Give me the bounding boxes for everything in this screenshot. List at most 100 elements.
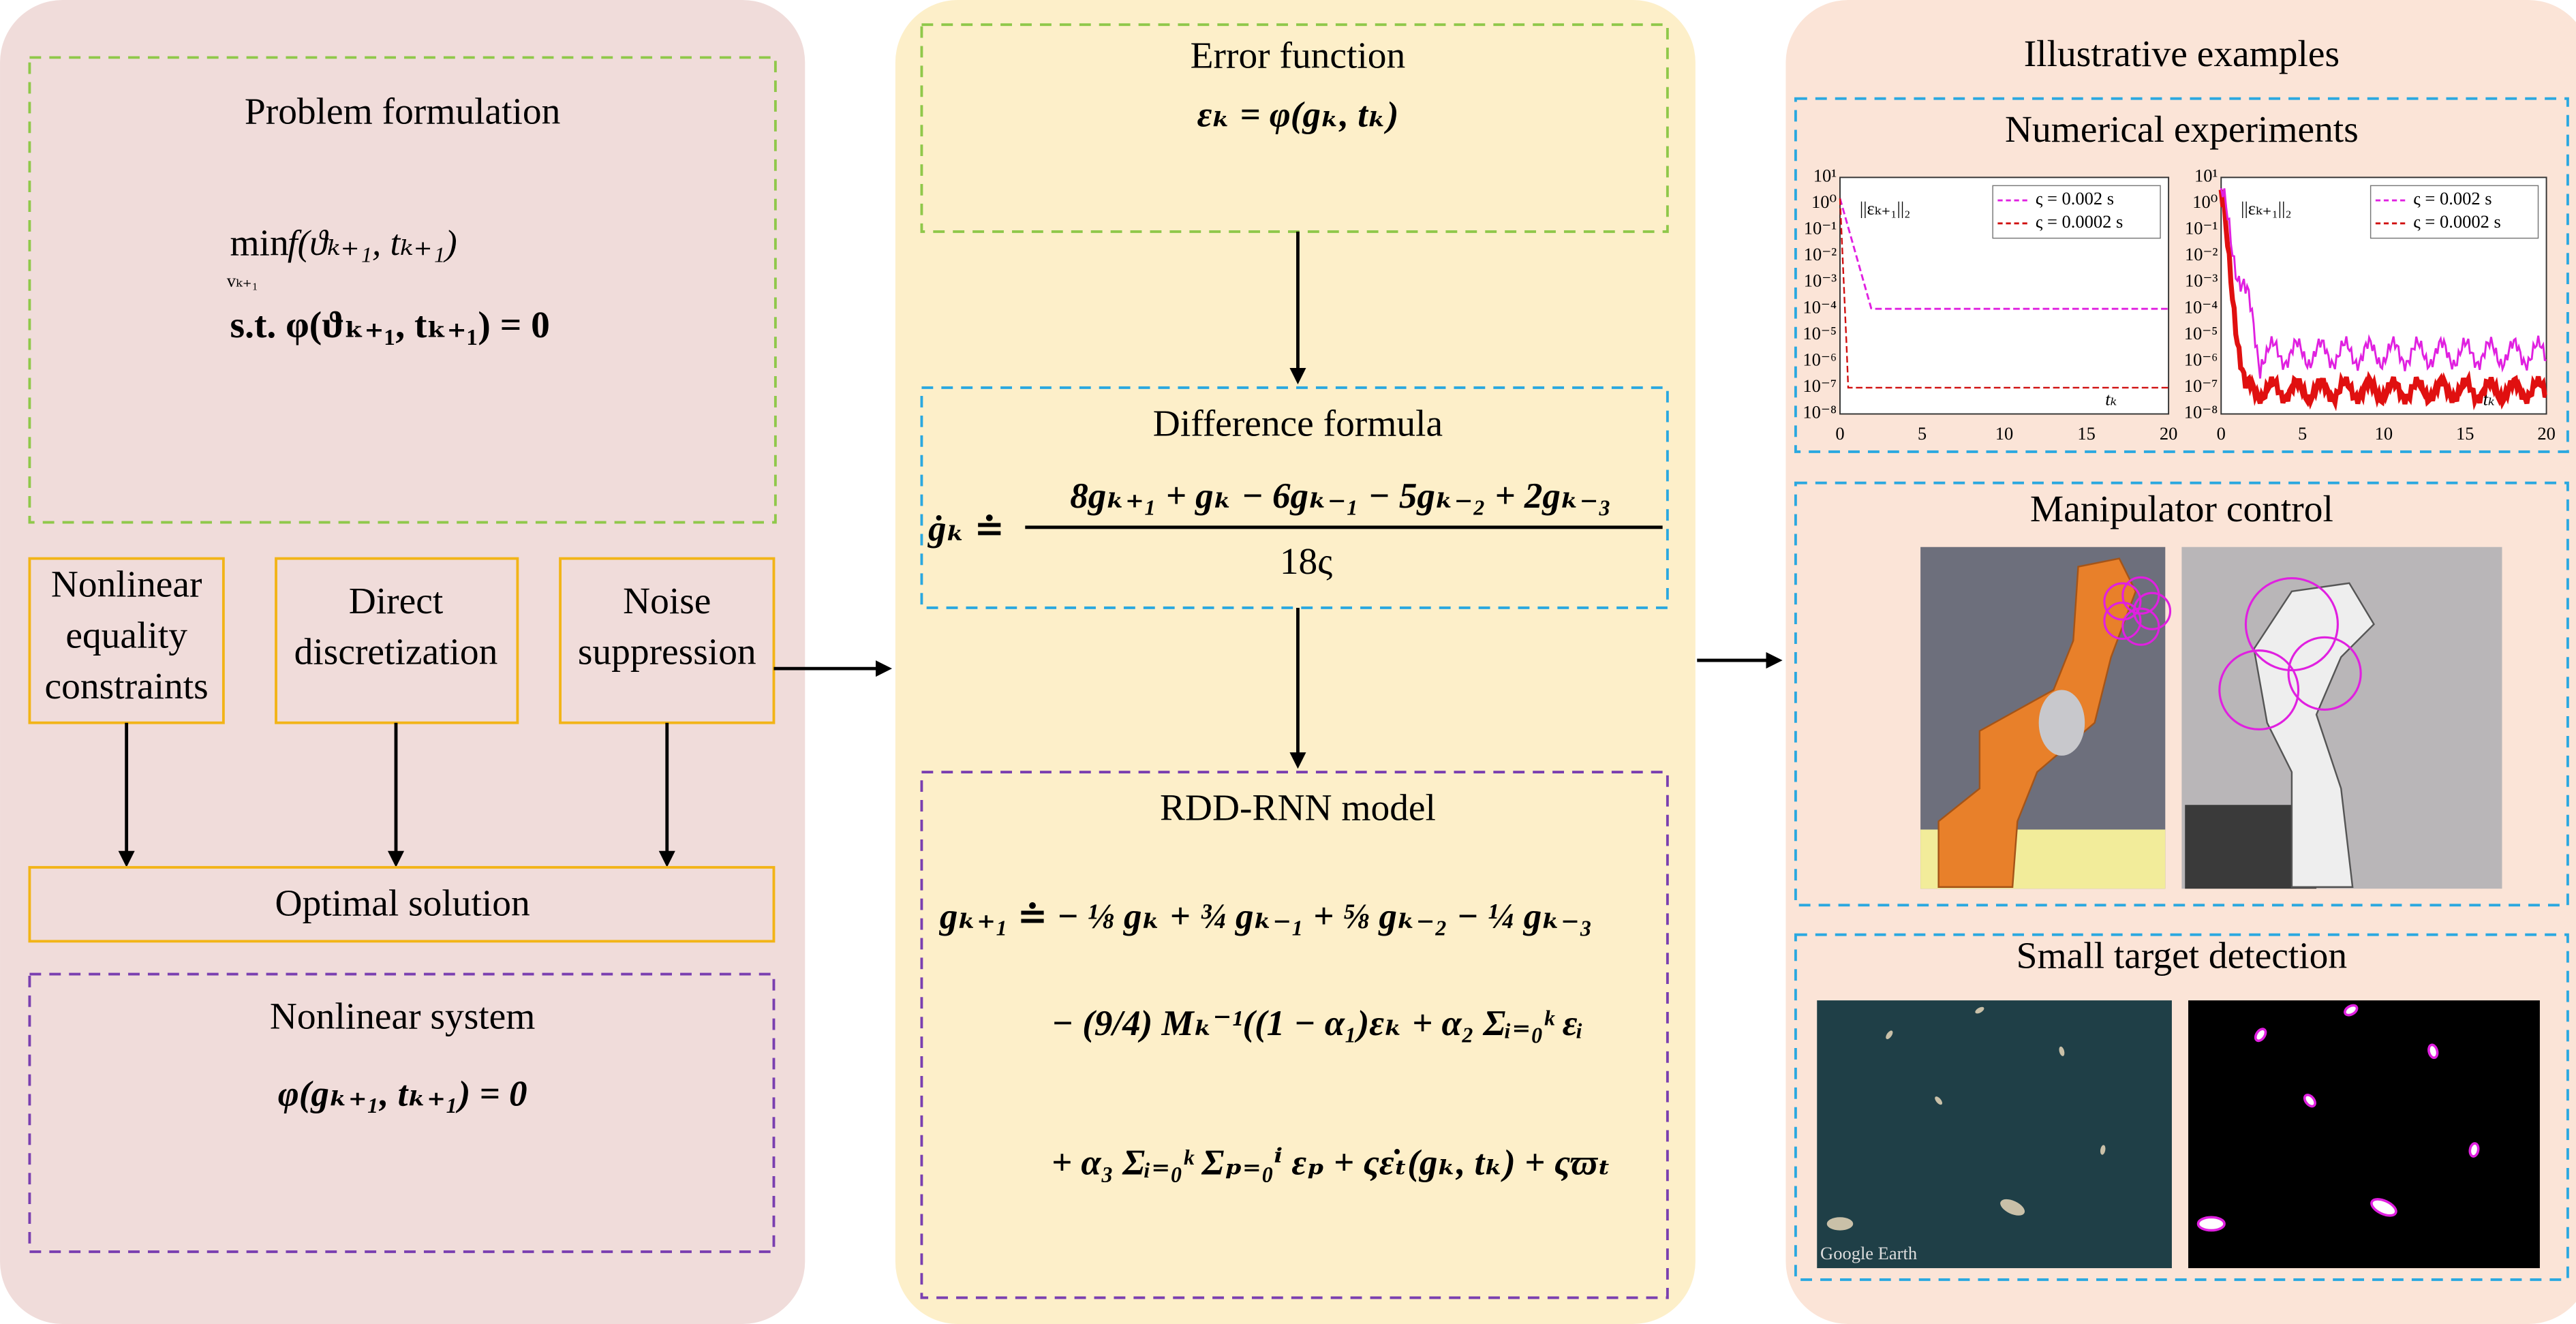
y-tick-label: 10⁻⁵ [1803,323,1837,343]
robot-arm [1937,557,2137,888]
y-tick-label: 10⁻⁸ [2184,402,2218,422]
manipulator-box [1794,481,2569,907]
ship [2000,1199,2025,1216]
ship [1826,1217,1854,1231]
robot-joint [2038,690,2085,756]
x-axis-label: tₖ [2105,388,2117,409]
trajectory [2244,576,2339,672]
y-tick-label: 10⁻⁶ [2184,349,2218,369]
trajectory [2103,582,2142,621]
formula: 18ς [1280,540,1332,582]
trajectory [2121,607,2160,646]
formula: ġₖ ≐ [927,509,1005,549]
optimal-box [28,865,776,943]
y-tick-label: 10⁻³ [2185,271,2218,291]
label: Noise [623,580,711,621]
x-tick-label: 15 [2456,423,2474,444]
formula: − (9/4) Mₖ⁻¹((1 − α₁)εₖ + α₂ Σᵢ₌₀ᵏ εᵢ [1052,1004,1584,1043]
legend-label: ς = 0.0002 s [2036,211,2123,232]
error-box [920,23,1669,233]
numerical-box [1794,97,2569,453]
label: Numerical experiments [2005,108,2359,150]
trajectory [2287,636,2362,711]
y-tick-label: 10⁰ [2192,191,2218,212]
y-tick-label: 10¹ [2194,165,2218,185]
label: discretization [294,631,498,673]
label: suppression [578,631,756,673]
formula: s.t. φ(ϑₖ₊₁, tₖ₊₁) = 0 [230,304,550,345]
left-panel [0,0,806,1324]
ship [1975,1006,1984,1014]
y-tick-label: 10⁻⁷ [1803,375,1837,396]
formula: gₖ₊₁ ≐ − ⅛ gₖ + ¾ gₖ₋₁ + ⅝ gₖ₋₂ − ¼ gₖ₋₃ [939,897,1593,936]
difference-box [920,386,1669,609]
detection [2196,1216,2226,1232]
label: Manipulator control [2030,488,2333,529]
x-tick-label: 5 [1918,423,1927,444]
y-tick-label: 10⁻⁵ [2184,323,2218,343]
x-tick-label: 20 [2160,423,2178,444]
ship [2059,1046,2065,1056]
detection [2254,1028,2267,1043]
curve-fine [1839,198,2169,389]
formula: 8gₖ₊₁ + gₖ − 6gₖ₋₁ − 5gₖ₋₂ + 2gₖ₋₃ [1070,476,1611,516]
x-tick-label: 20 [2537,423,2556,444]
formula: f(ϑₖ₊₁, tₖ₊₁) [288,224,457,263]
x-tick-label: 5 [2298,423,2307,444]
x-axis-label: tₖ [2483,388,2495,409]
y-tick-label: 10⁻² [2185,244,2218,264]
legend-box [2370,185,2539,239]
model-box [920,771,1669,1299]
y-tick-label: 10⁻¹ [2185,218,2218,238]
label: Nonlinear [51,564,202,605]
ship [1935,1096,1943,1105]
problem-box [28,56,777,524]
formula: vₖ₊₁ [227,271,258,291]
ship [1886,1030,1893,1039]
y-tick-label: 10⁻⁸ [1803,402,1837,422]
y-tick-label: 10⁻¹ [1804,218,1837,238]
y-tick-label: 10⁻³ [1804,271,1837,291]
detection-box [1794,933,2569,1281]
y-tick-label: 10⁻⁶ [1803,349,1837,369]
x-tick-label: 0 [1835,423,1844,444]
label: Direct [349,580,444,621]
y-tick-label: 10⁻⁴ [1803,296,1837,317]
y-tick-label: 10¹ [1813,165,1837,185]
label: Difference formula [1153,402,1443,444]
label: Illustrative examples [2024,33,2340,74]
trajectory [2218,649,2300,730]
y-axis-label: ||εₖ₊₁||₂ [2241,198,2291,219]
legend-label: ς = 0.002 s [2036,188,2114,209]
formula: φ(gₖ₊₁, tₖ₊₁) = 0 [278,1074,527,1113]
detection [2468,1142,2480,1158]
x-tick-label: 10 [2375,423,2393,444]
detection [2370,1198,2397,1217]
middle-panel [895,0,1696,1324]
y-axis-label: ||εₖ₊₁||₂ [1860,198,1910,219]
legend-box [1992,185,2161,239]
ship [2100,1145,2106,1155]
label: RDD-RNN model [1160,787,1436,829]
y-tick-label: 10⁻² [1804,244,1837,264]
label: equality [65,614,187,656]
legend-label: ς = 0.002 s [2413,188,2491,209]
trajectory [2103,601,2142,641]
curve-fine [2218,189,2547,412]
formula: min [230,221,289,263]
label: Nonlinear system [270,996,536,1037]
curve-coarse [2220,187,2547,379]
trajectory [2121,576,2160,615]
label: constraints [45,665,209,707]
detection [2427,1043,2439,1060]
label: Small target detection [2017,935,2347,976]
x-tick-label: 15 [2077,423,2096,444]
detection [2303,1093,2316,1108]
curve-coarse [1839,198,2169,310]
x-tick-label: 10 [1995,423,2014,444]
satellite-image [1817,1000,2172,1269]
detection-image [2188,1000,2540,1269]
y-tick-label: 10⁻⁷ [2184,375,2218,396]
